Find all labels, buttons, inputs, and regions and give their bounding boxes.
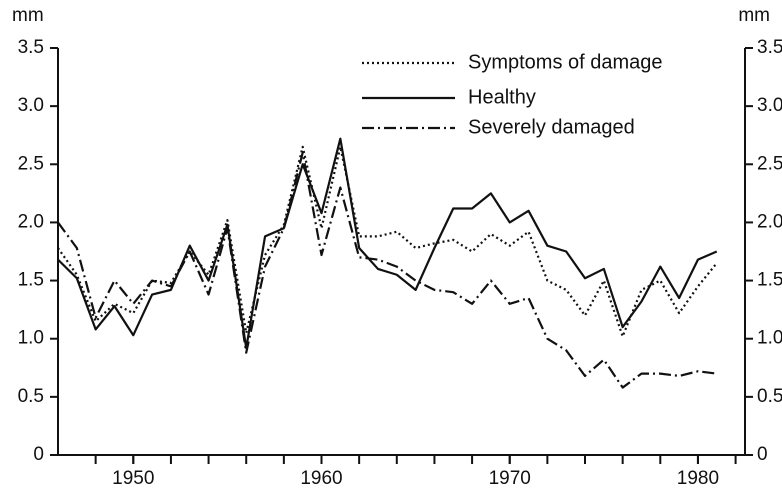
y-tick-label: 3.0	[18, 95, 44, 116]
y-tick-label: 0	[33, 444, 44, 465]
y-tick-label: 0.5	[18, 386, 44, 407]
y-tick-label: 3.5	[18, 37, 44, 58]
y2-tick-label: 0	[757, 444, 768, 465]
line-series	[57, 145, 718, 338]
x-tick-label: 1950	[112, 468, 154, 489]
legend-label: Symptoms of damage	[468, 51, 663, 73]
y2-tick-label: 1.0	[757, 328, 782, 349]
line-series	[57, 151, 717, 389]
line-series	[57, 137, 718, 350]
y-tick-label: 2.5	[18, 153, 44, 174]
y2-tick-label: 1.5	[757, 270, 782, 291]
y-axis-label: mm	[12, 5, 44, 26]
y2-tick-label: 0.5	[757, 386, 782, 407]
y2-tick-label: 3.5	[757, 37, 782, 58]
legend-label: Healthy	[468, 86, 536, 108]
y2-tick-label: 2.0	[757, 211, 782, 232]
x-tick-label: 1960	[300, 468, 342, 489]
y-tick-label: 1.0	[18, 328, 44, 349]
x-tick-label: 1980	[677, 468, 719, 489]
y-tick-label: 2.0	[18, 211, 44, 232]
y-tick-label: 1.5	[18, 270, 44, 291]
x-tick-label: 1970	[489, 468, 531, 489]
y2-tick-label: 3.0	[757, 95, 782, 116]
legend-label: Severely damaged	[468, 116, 635, 138]
axes	[57, 48, 746, 456]
y2-tick-label: 2.5	[757, 153, 782, 174]
y2-axis-label: mm	[738, 5, 770, 26]
